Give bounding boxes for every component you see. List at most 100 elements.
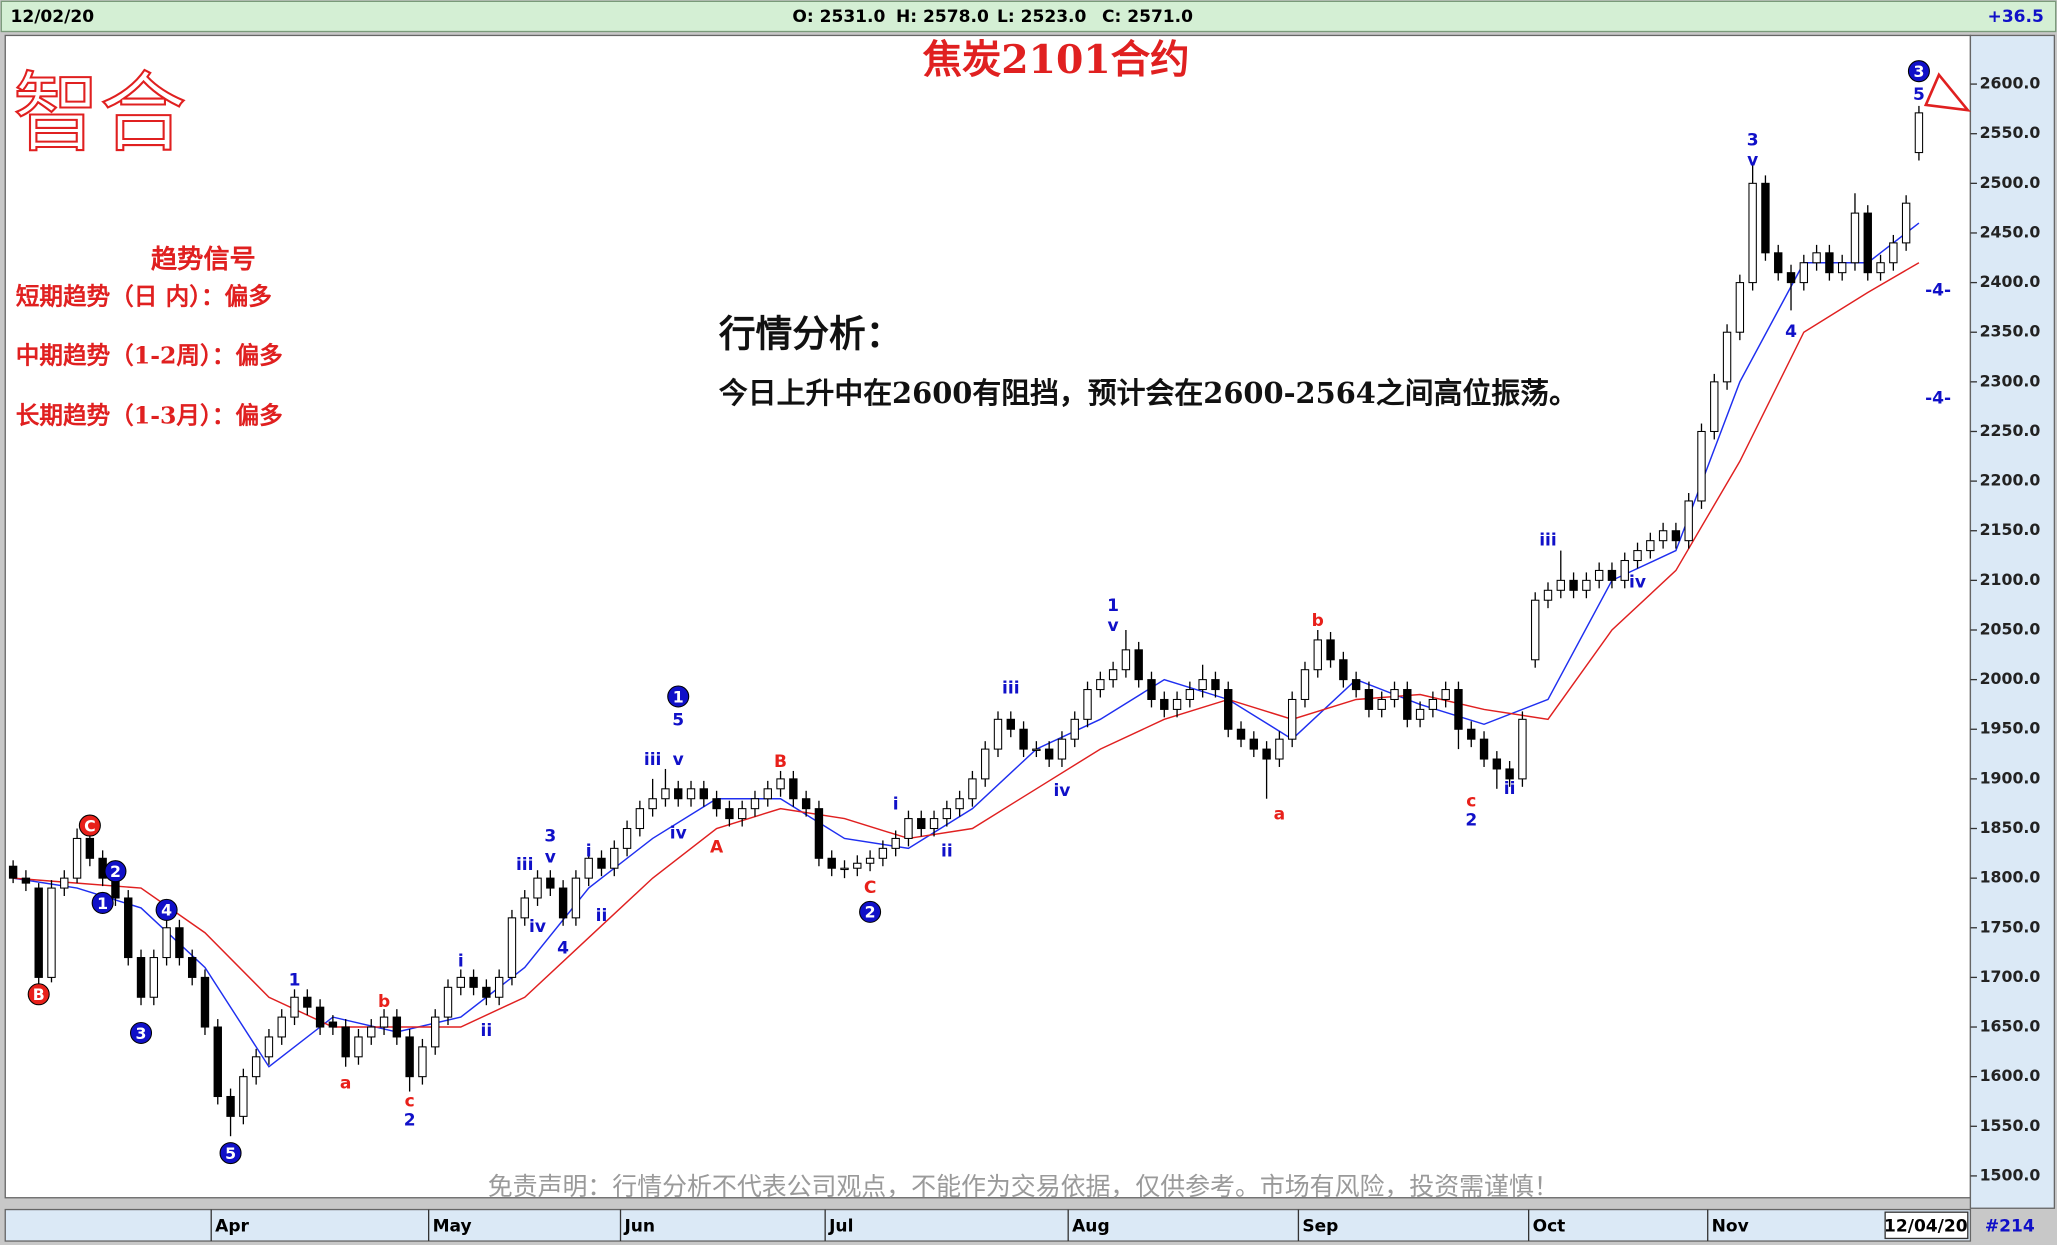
candle-body [584,857,593,879]
candle-body [1070,718,1079,740]
plot-layer: 1500.0 1550.0 1600.0 1650.0 1700.0 1750.0 1800… [8,60,2041,1242]
candle-body [8,865,18,879]
wave-label: 5 [225,1144,236,1163]
candle-body [865,857,875,864]
candle-body [686,788,696,800]
candle-body [1339,659,1348,681]
candle-body [712,798,721,810]
candle-body [1377,698,1386,710]
candle-body [264,1036,274,1058]
last-date-box [1884,1211,1969,1240]
candle-body [891,837,900,849]
candle-body [661,788,670,800]
candle-body [1492,758,1502,770]
wave-label: iv [529,917,546,937]
disclaimer: 免责声明：行情分析不代表公司观点，不能作为交易依据，仅供参考。市场有风险，投资需… [488,1172,1559,1201]
x-tick-label: Nov [1712,1217,1749,1237]
candle-body [405,1036,414,1078]
bar-count: #214 [1985,1217,2035,1237]
x-tick-label: May [433,1217,472,1237]
candle-body [1620,559,1629,581]
wave-marker [219,1142,242,1165]
candle-body [456,976,465,988]
candle-body [1441,689,1450,701]
candle-body [597,857,606,869]
wave-label: 3 [1913,62,1924,81]
candle-body [290,996,299,1018]
y-tick-label: 1950.0 [1980,719,2041,738]
last-date: 12/04/20 [1884,1217,1968,1237]
y-tick-label: 2600.0 [1980,74,2041,93]
status-low: L: 2523.0 [997,7,1087,27]
candle-body [1313,639,1322,671]
candle-body [1786,272,1796,284]
candle-body [1812,252,1821,264]
candle-body [1594,569,1604,581]
wave-label: 3 [136,1024,147,1043]
wave-label: ii [596,906,608,926]
target-arrow [1923,72,1971,112]
wave-label: ii [941,841,953,861]
wave-label: 1 [289,970,301,990]
candle-body [1236,728,1246,740]
candle-body [72,837,82,879]
candle-body [1287,698,1297,740]
candle-body [789,778,798,800]
candle-body [1083,689,1092,720]
candle-body [1275,738,1284,760]
candle-body [175,927,184,959]
wave-label: C [84,816,96,835]
wave-label: iii [1539,531,1557,551]
trend-title: 趋势信号 [151,244,256,275]
status-bar [0,0,2057,33]
candle-body [1889,242,1898,264]
candle-body [85,837,95,859]
candle-body [392,1016,402,1038]
y-tick-label: 2100.0 [1980,570,2041,589]
candle-body [1697,430,1706,502]
candle-body [917,818,926,830]
wave-label: 2 [1465,811,1477,831]
candle-body [328,1021,338,1028]
wave-label: v [1108,616,1119,636]
candle-body [750,798,760,810]
wave-label: A [710,837,724,857]
candle-body [251,1056,261,1078]
x-tick-label: Aug [1072,1217,1110,1237]
candle-body [162,927,171,959]
candle-body [443,986,453,1018]
y-tick-label: 1550.0 [1980,1116,2041,1135]
candle-body [1198,679,1207,691]
candle-body [1211,679,1220,691]
candle-body [1249,738,1259,750]
y-tick-label: 1700.0 [1980,967,2041,986]
y-tick-label: 2300.0 [1980,371,2041,390]
logo: 智合 [13,64,186,164]
candle-body [1467,728,1476,740]
candle-body [1032,748,1041,751]
y-tick-label: 2200.0 [1980,471,2041,490]
y-tick-label: 2450.0 [1980,222,2041,241]
wave-label: 4 [557,939,569,959]
candle-body [1646,540,1655,552]
candle-body [47,887,56,978]
wave-label: 5 [1913,85,1925,105]
candle-body [904,818,913,839]
candle-body [1850,212,1860,264]
y-tick-label: 2400.0 [1980,272,2041,291]
wave-label: i [893,795,899,815]
candle-body [1019,728,1028,750]
y-tick-label: 1750.0 [1980,917,2041,936]
wave-marker [667,685,690,708]
status-date: 12/02/20 [10,7,94,27]
candle-body [1531,599,1540,661]
candle-body [981,748,990,780]
analysis-text: 今日上升中在2600有阻挡，预计会在2600-2564之间高位振荡。 [719,376,1578,410]
candle-body [1901,202,1911,244]
candle-body [1415,708,1425,720]
y-tick-label: 2150.0 [1980,520,2041,539]
candle-body [124,897,133,959]
wave-label: iii [516,855,534,875]
candle-body [1044,748,1054,760]
candle-body [737,808,747,820]
